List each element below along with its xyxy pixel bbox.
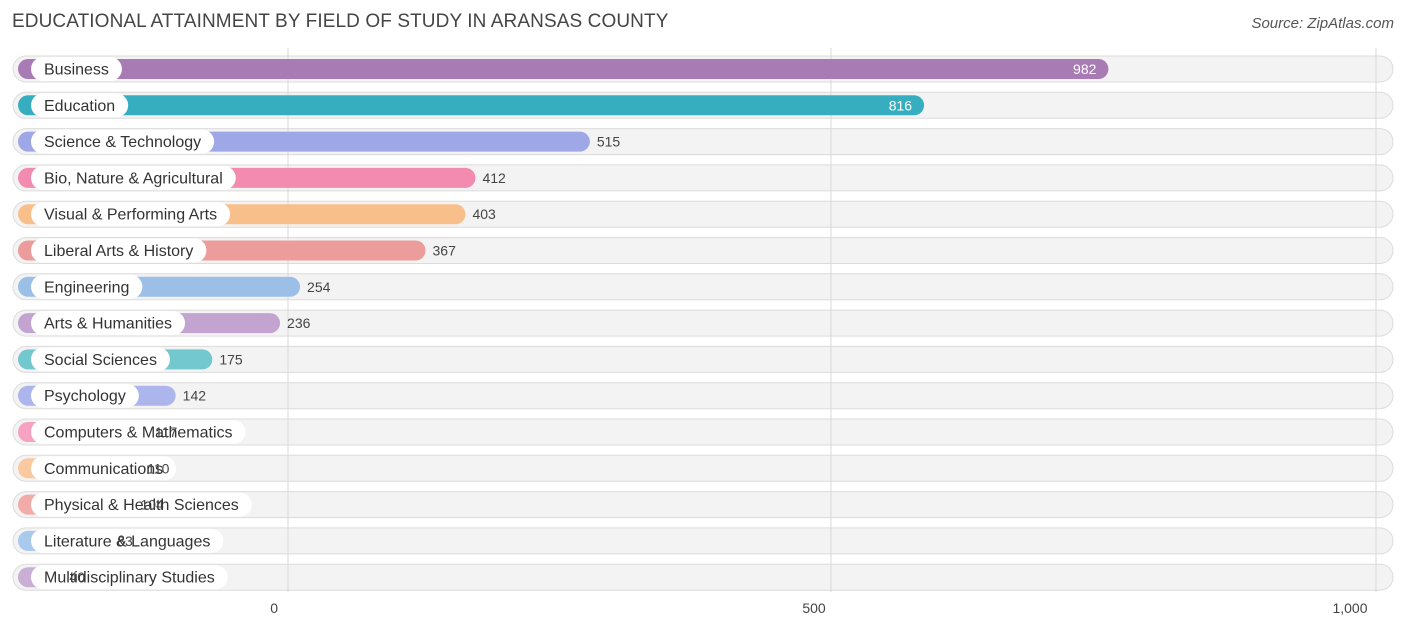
category-label-pill bbox=[31, 311, 186, 336]
category-label-pill bbox=[31, 57, 122, 81]
x-tick-label: 1,000 bbox=[1332, 600, 1367, 616]
category-label-pill bbox=[31, 347, 170, 372]
value-label: 412 bbox=[482, 170, 506, 186]
category-label: Communications bbox=[44, 461, 163, 478]
category-label: Education bbox=[44, 98, 115, 115]
bar-group: Social Sciences 175 bbox=[18, 347, 243, 372]
value-label: 83 bbox=[117, 533, 133, 549]
row-background bbox=[12, 563, 1394, 591]
category-label: Science & Technology bbox=[44, 134, 201, 151]
value-label: 175 bbox=[219, 351, 243, 367]
row-background bbox=[12, 418, 1394, 446]
category-label-pill bbox=[31, 202, 231, 227]
x-tick-label: 500 bbox=[802, 600, 826, 616]
value-label: 982 bbox=[1073, 61, 1097, 77]
category-label-pill bbox=[31, 129, 215, 154]
category-label-pill bbox=[31, 565, 228, 590]
value-label: 142 bbox=[183, 388, 207, 404]
category-label-pill bbox=[31, 274, 143, 299]
category-label: Business bbox=[44, 62, 109, 79]
category-label-pill bbox=[31, 420, 246, 444]
category-label-pill bbox=[31, 528, 224, 553]
bar-group: Bio, Nature & Agricultural 412 bbox=[18, 165, 506, 190]
category-label-pill bbox=[31, 238, 207, 263]
category-label: Psychology bbox=[44, 388, 126, 405]
row-background bbox=[12, 309, 1394, 337]
row-background bbox=[12, 273, 1394, 301]
bar bbox=[18, 59, 1109, 79]
bar-group: Psychology 142 bbox=[18, 383, 207, 408]
x-tick-label: 0 bbox=[270, 600, 278, 616]
value-label: 515 bbox=[597, 134, 621, 150]
category-label: Multidisciplinary Studies bbox=[44, 570, 215, 587]
row-background bbox=[12, 454, 1394, 482]
category-label: Literature & Languages bbox=[44, 533, 210, 550]
value-label: 367 bbox=[433, 243, 457, 259]
row-background bbox=[12, 382, 1394, 410]
row-background bbox=[12, 527, 1394, 555]
category-label: Bio, Nature & Agricultural bbox=[44, 170, 223, 187]
bar-group: Visual & Performing Arts 403 bbox=[18, 202, 496, 227]
category-label-pill bbox=[31, 165, 236, 190]
value-label: 117 bbox=[155, 424, 178, 440]
category-label: Computers & Mathematics bbox=[44, 425, 233, 442]
bar bbox=[18, 95, 925, 116]
bar-group: Education 816 bbox=[18, 93, 925, 118]
bar-group: Science & Technology 515 bbox=[18, 129, 621, 154]
value-label: 254 bbox=[307, 279, 331, 295]
value-label: 104 bbox=[140, 497, 164, 513]
value-label: 816 bbox=[889, 97, 913, 113]
category-label-pill bbox=[31, 383, 139, 408]
row-background bbox=[12, 491, 1394, 519]
bar-group: Business 982 bbox=[18, 57, 1109, 81]
bar-group: Liberal Arts & History 367 bbox=[18, 238, 457, 263]
category-label: Social Sciences bbox=[44, 352, 157, 369]
category-label-pill bbox=[31, 456, 177, 481]
category-label: Physical & Health Sciences bbox=[44, 497, 239, 514]
category-label: Arts & Humanities bbox=[44, 316, 172, 333]
category-label-pill bbox=[31, 492, 252, 517]
category-label: Engineering bbox=[44, 279, 129, 296]
category-label: Liberal Arts & History bbox=[44, 243, 193, 260]
value-label: 40 bbox=[69, 569, 85, 585]
value-label: 403 bbox=[472, 206, 496, 222]
category-label-pill bbox=[31, 93, 129, 118]
row-background bbox=[12, 345, 1394, 373]
chart-source: Source: ZipAtlas.com bbox=[1251, 15, 1394, 32]
category-label: Visual & Performing Arts bbox=[44, 207, 217, 224]
chart-title: EDUCATIONAL ATTAINMENT BY FIELD OF STUDY… bbox=[12, 11, 669, 32]
bar-group: Engineering 254 bbox=[18, 274, 331, 299]
value-label: 110 bbox=[147, 460, 170, 476]
value-label: 236 bbox=[287, 315, 311, 331]
bar-group: Arts & Humanities 236 bbox=[18, 311, 311, 336]
